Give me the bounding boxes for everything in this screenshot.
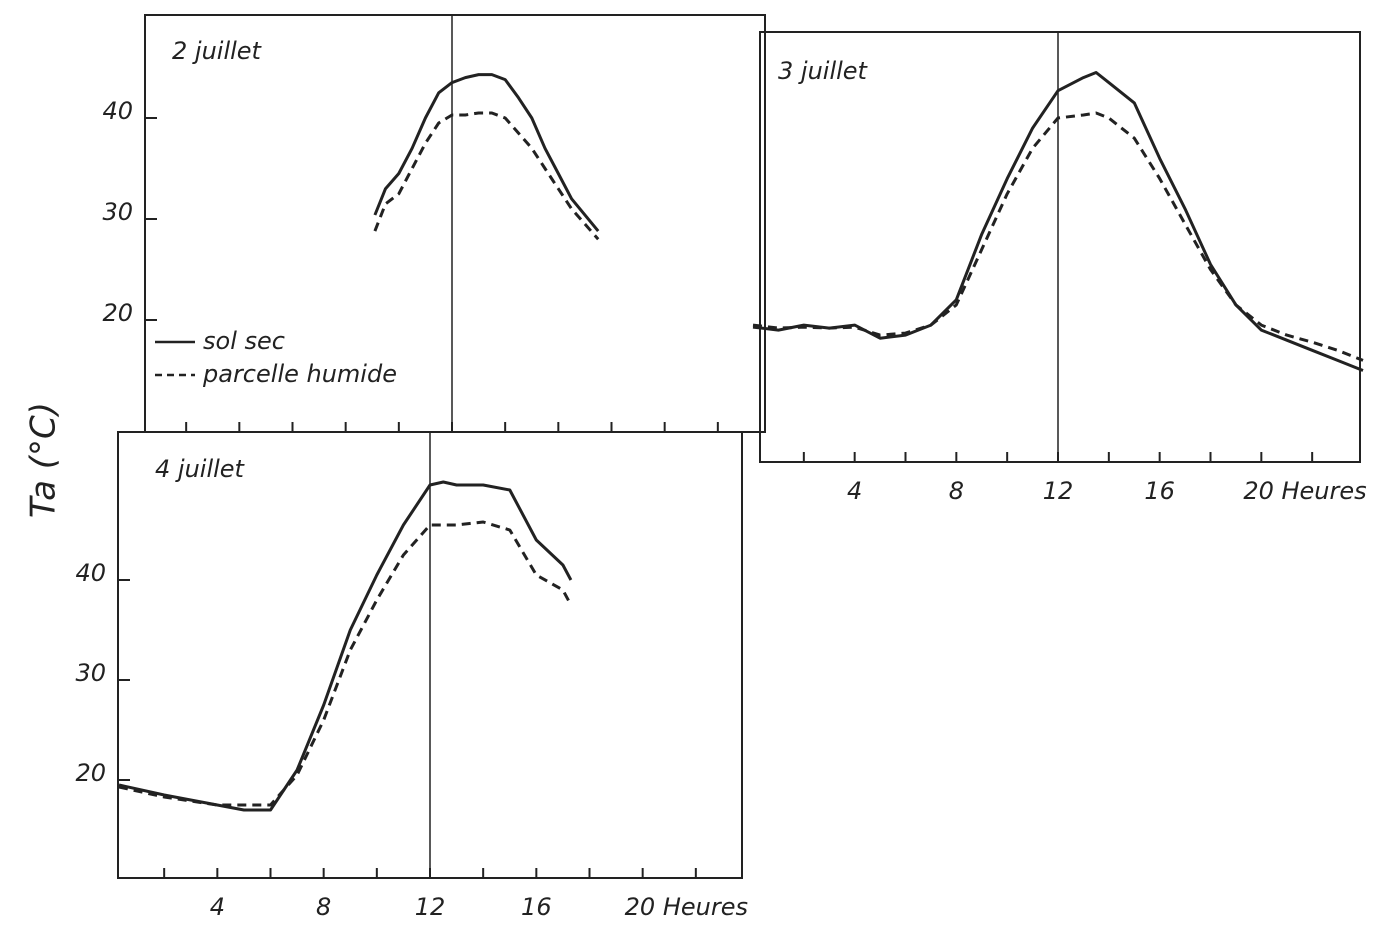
data-line bbox=[118, 520, 573, 807]
data-line bbox=[752, 111, 1364, 362]
y-tick-label: 30 bbox=[102, 198, 133, 226]
y-tick-label: 30 bbox=[75, 659, 106, 687]
panel-title: 3 juillet bbox=[778, 57, 869, 85]
data-line bbox=[373, 111, 600, 241]
panel-title: 4 juillet bbox=[155, 455, 246, 483]
x-tick-label: 16 bbox=[1144, 477, 1175, 505]
x-tick-label: 8 bbox=[316, 893, 331, 921]
x-tick-label: 4 bbox=[210, 893, 225, 921]
y-tick-label: 40 bbox=[102, 97, 133, 125]
panel-title: 2 juillet bbox=[172, 37, 263, 65]
x-tick-label: 4 bbox=[847, 477, 862, 505]
data-line bbox=[373, 73, 600, 233]
x-tick-label: 8 bbox=[949, 477, 964, 505]
x-tick-label: 20 Heures bbox=[1243, 477, 1366, 505]
y-tick-label: 20 bbox=[102, 299, 133, 327]
x-tick-label: 12 bbox=[415, 893, 446, 921]
x-tick-label: 12 bbox=[1043, 477, 1074, 505]
x-tick-label: 20 Heures bbox=[625, 893, 748, 921]
y-axis-label: Ta (°C) bbox=[24, 402, 64, 518]
legend-label: sol sec bbox=[203, 327, 285, 355]
legend-label: parcelle humide bbox=[202, 360, 397, 388]
y-tick-label: 20 bbox=[75, 759, 106, 787]
data-line bbox=[118, 480, 573, 812]
y-tick-label: 40 bbox=[75, 559, 106, 587]
x-tick-label: 16 bbox=[521, 893, 552, 921]
panel-frame bbox=[759, 31, 1361, 463]
